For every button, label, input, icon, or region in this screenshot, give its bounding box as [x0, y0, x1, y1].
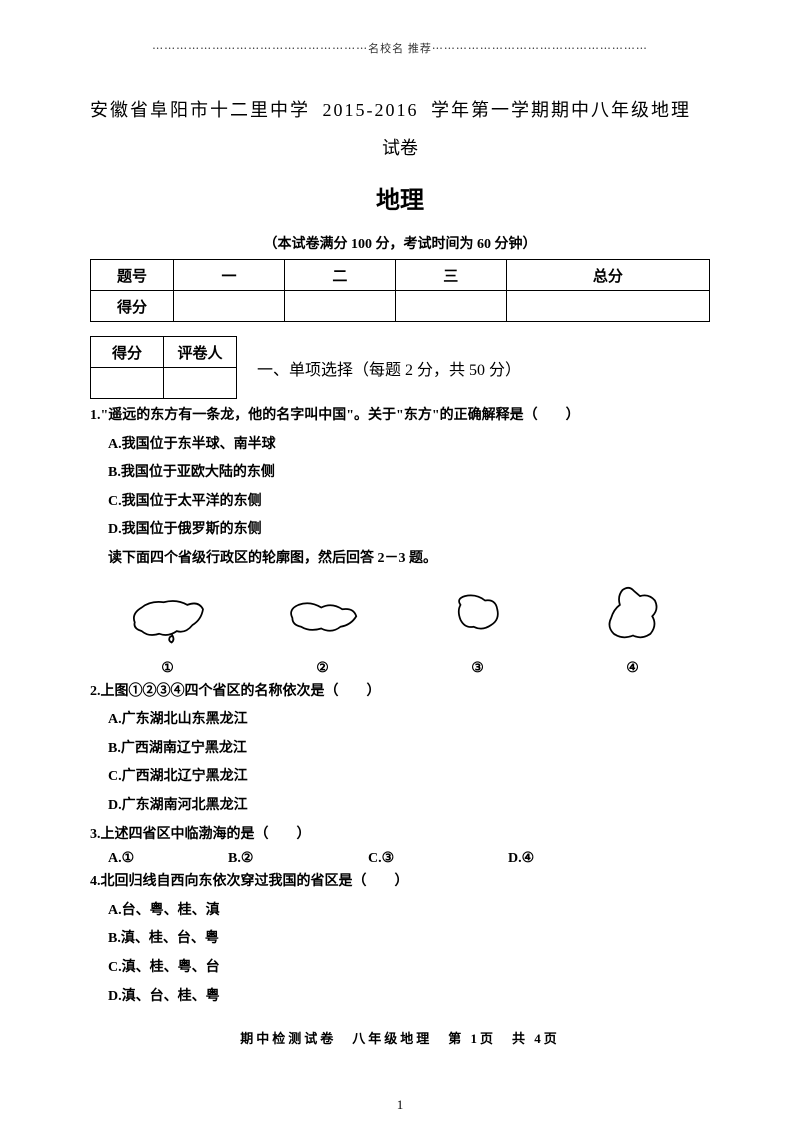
- page-footer: 期中检测试卷 八年级地理 第 1页 共 4页: [90, 1028, 710, 1047]
- map-2: [278, 583, 368, 658]
- province-outline-icon: [278, 583, 368, 653]
- q1-option-c: C.我国位于太平洋的东侧: [108, 489, 710, 516]
- grader-table: 得分 评卷人: [90, 336, 237, 399]
- school-year: 2015-2016: [323, 100, 419, 121]
- q4-option-b: B.滇、桂、台、粤: [108, 926, 710, 953]
- score-header: 二: [284, 260, 395, 291]
- q4-option-d: D.滇、台、桂、粤: [108, 984, 710, 1011]
- score-table: 题号 一 二 三 总分 得分: [90, 259, 710, 322]
- q3-options: A.① B.② C.③ D.④: [108, 850, 710, 867]
- province-outline-icon: [588, 583, 678, 653]
- score-cell: [395, 291, 506, 322]
- map-1: [123, 583, 213, 658]
- doc-title-line2: 试卷: [90, 134, 710, 160]
- province-outline-icon: [433, 583, 523, 653]
- q3-option-d: D.④: [508, 850, 534, 867]
- map-label-4: ④: [588, 660, 678, 677]
- q2-option-b: B.广西湖南辽宁黑龙江: [108, 736, 710, 763]
- score-header: 题号: [91, 260, 174, 291]
- grader-row: 得分 评卷人 一、单项选择（每题 2 分，共 50 分）: [90, 336, 710, 399]
- map-label-2: ②: [278, 660, 368, 677]
- map-label-1: ①: [123, 660, 213, 677]
- q2-option-a: A.广东湖北山东黑龙江: [108, 707, 710, 734]
- title-rest: 学年第一学期期中八年级地理: [431, 100, 691, 120]
- q1-option-b: B.我国位于亚欧大陆的东侧: [108, 460, 710, 487]
- section-1-title: 一、单项选择（每题 2 分，共 50 分）: [257, 356, 521, 380]
- province-maps-row: [90, 583, 710, 658]
- doc-title-line1: 安徽省阜阳市十二里中学 2015-2016 学年第一学期期中八年级地理: [90, 96, 710, 122]
- grader-name-label: 评卷人: [164, 337, 237, 368]
- school-name: 安徽省阜阳市十二里中学: [90, 100, 310, 120]
- q3-option-b: B.②: [228, 850, 368, 867]
- grader-name-cell: [164, 368, 237, 399]
- page-number: 1: [0, 1097, 800, 1113]
- q1-stem: 1."遥远的东方有一条龙，他的名字叫中国"。关于"东方"的正确解释是（ ）: [90, 403, 710, 430]
- score-cell: [506, 291, 709, 322]
- q1-option-a: A.我国位于东半球、南半球: [108, 432, 710, 459]
- read-maps-note: 读下面四个省级行政区的轮廓图，然后回答 2－3 题。: [108, 546, 710, 573]
- map-labels-row: ① ② ③ ④: [90, 658, 710, 677]
- table-row: 得分: [91, 291, 710, 322]
- map-4: [588, 583, 678, 658]
- q4-option-a: A.台、粤、桂、滇: [108, 898, 710, 925]
- page: ⋯⋯⋯⋯⋯⋯⋯⋯⋯⋯⋯⋯⋯⋯⋯⋯⋯⋯名校名 推荐⋯⋯⋯⋯⋯⋯⋯⋯⋯⋯⋯⋯⋯⋯⋯⋯…: [0, 0, 800, 1133]
- q2-option-d: D.广东湖南河北黑龙江: [108, 793, 710, 820]
- table-row: 题号 一 二 三 总分: [91, 260, 710, 291]
- grader-score-cell: [91, 368, 164, 399]
- q4-stem: 4.北回归线自西向东依次穿过我国的省区是（ ）: [90, 869, 710, 896]
- q3-option-c: C.③: [368, 850, 508, 867]
- score-header: 总分: [506, 260, 709, 291]
- province-outline-icon: [123, 583, 213, 653]
- q1-option-d: D.我国位于俄罗斯的东侧: [108, 517, 710, 544]
- score-header: 三: [395, 260, 506, 291]
- score-header: 一: [174, 260, 285, 291]
- q2-option-c: C.广西湖北辽宁黑龙江: [108, 764, 710, 791]
- q3-option-a: A.①: [108, 850, 228, 867]
- q2-stem: 2.上图①②③④四个省区的名称依次是（ ）: [90, 679, 710, 706]
- grader-score-label: 得分: [91, 337, 164, 368]
- score-row-label: 得分: [91, 291, 174, 322]
- score-cell: [284, 291, 395, 322]
- subject-heading: 地理: [90, 180, 710, 215]
- score-cell: [174, 291, 285, 322]
- header-dotted-line: ⋯⋯⋯⋯⋯⋯⋯⋯⋯⋯⋯⋯⋯⋯⋯⋯⋯⋯名校名 推荐⋯⋯⋯⋯⋯⋯⋯⋯⋯⋯⋯⋯⋯⋯⋯⋯…: [90, 40, 710, 56]
- map-3: [433, 583, 523, 658]
- map-label-3: ③: [433, 660, 523, 677]
- q3-stem: 3.上述四省区中临渤海的是（ ）: [90, 822, 710, 849]
- exam-note: （本试卷满分 100 分，考试时间为 60 分钟）: [90, 233, 710, 253]
- q4-option-c: C.滇、桂、粤、台: [108, 955, 710, 982]
